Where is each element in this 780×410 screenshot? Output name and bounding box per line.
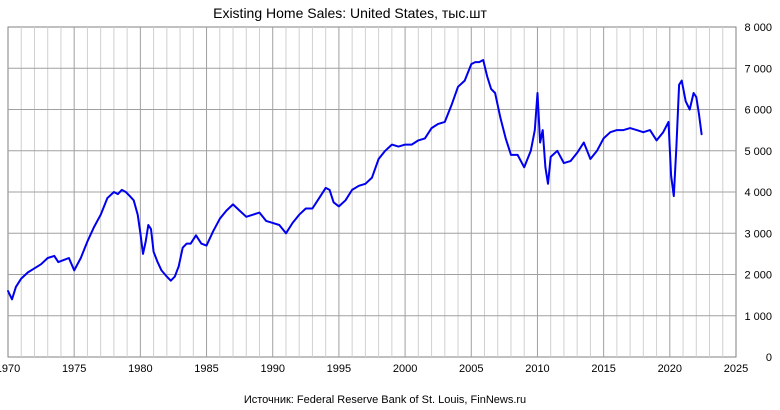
series-line [7, 59, 703, 301]
major-grid [8, 27, 736, 357]
x-tick-label: 1995 [327, 363, 351, 375]
y-axis-ticks: 0 1 000 2 000 3 000 4 000 5 000 6 000 7 000 8 00… [744, 22, 772, 364]
y-tick-label: 1 000 [744, 311, 772, 323]
chart-title: Existing Home Sales: United States, тыс.… [213, 5, 487, 21]
series-layer [7, 59, 703, 301]
y-tick-label: 2 000 [744, 270, 772, 282]
x-tick-label: 2025 [724, 363, 748, 375]
x-tick-label: 1975 [62, 363, 86, 375]
x-tick-label: 2020 [658, 363, 682, 375]
y-tick-label: 8 000 [744, 22, 772, 34]
chart-source: Источник: Federal Reserve Bank of St. Lo… [244, 394, 526, 406]
y-tick-label: 6 000 [744, 105, 772, 117]
y-tick-label: 5 000 [744, 146, 772, 158]
x-tick-label: 2015 [591, 363, 615, 375]
x-tick-label: 2010 [525, 363, 549, 375]
x-tick-label: 1980 [128, 363, 152, 375]
x-axis-ticks: 1970 1975 1980 1985 1990 1995 2000 2005 2010 2015… [0, 363, 748, 375]
y-tick-label: 7 000 [744, 63, 772, 75]
x-tick-label: 1990 [260, 363, 284, 375]
y-tick-label: 4 000 [744, 187, 772, 199]
x-tick-label: 1985 [194, 363, 218, 375]
y-tick-label: 3 000 [744, 228, 772, 240]
x-tick-label: 2000 [393, 363, 417, 375]
x-tick-label: 1970 [0, 363, 20, 375]
x-tick-label: 2005 [459, 363, 483, 375]
y-tick-label: 0 [766, 352, 772, 364]
